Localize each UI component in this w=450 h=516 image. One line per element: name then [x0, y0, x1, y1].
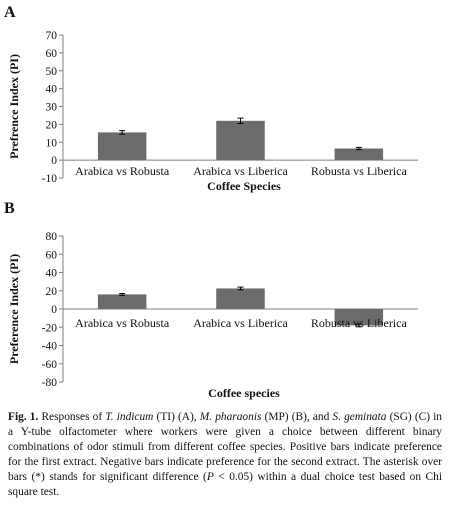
bar — [97, 294, 147, 309]
bar — [334, 309, 384, 326]
y-tick-label: 40 — [46, 268, 58, 280]
y-tick-label: 40 — [46, 84, 58, 96]
y-axis-label: Preference Index (PI) — [7, 254, 21, 364]
caption-text-3: (MP) (B), and — [261, 411, 333, 423]
x-category-label: Robusta vs Liberica — [311, 164, 408, 178]
y-tick-label: 60 — [46, 48, 58, 60]
caption-species-1: T. indicum — [105, 411, 154, 423]
caption-text-5: < 0.05) within a dual choice test based … — [8, 471, 442, 498]
y-tick-label: 0 — [51, 304, 57, 316]
y-tick-label: 30 — [46, 102, 58, 114]
x-axis-label: Coffee species — [208, 386, 280, 400]
x-category-label: Arabica vs Liberica — [193, 316, 288, 330]
y-axis-label: Prefrence Index (PI) — [7, 54, 21, 159]
caption-text-2: (TI) (A), — [153, 411, 200, 423]
y-tick-label: -20 — [42, 322, 58, 334]
caption-text-1: Responses of — [41, 411, 106, 423]
y-tick-label: 20 — [46, 286, 58, 298]
bar — [334, 148, 384, 161]
y-tick-label: -40 — [42, 341, 58, 353]
panel-label: B — [4, 200, 15, 217]
caption-species-2: M. pharaonis — [199, 411, 262, 423]
x-category-label: Arabica vs Robusta — [75, 316, 170, 330]
panel-label: A — [4, 4, 16, 21]
x-axis-label: Coffee Species — [207, 179, 281, 193]
bar — [216, 120, 265, 161]
y-tick-label: -10 — [42, 173, 58, 185]
y-tick-label: 80 — [46, 231, 58, 243]
figure-label: Fig. 1. — [8, 411, 39, 423]
y-tick-label: -60 — [42, 359, 58, 371]
caption-species-3: S. geminata — [332, 411, 387, 423]
chart-b: B 80 60 40 20 0 -20 -40 -60 -80 Preference Index (… — [4, 200, 418, 400]
x-category-label: Arabica vs Robusta — [75, 164, 170, 178]
x-category-label: Robusta vs Liberica — [311, 316, 408, 330]
caption-text-4: (SG) (C) in a Y-tube olfactometer where … — [8, 411, 442, 483]
y-tick-label: 50 — [46, 66, 58, 78]
x-category-label: Arabica vs Liberica — [193, 164, 288, 178]
y-tick-label: -80 — [42, 377, 58, 389]
figure-caption: Fig. 1. Responses of T. indicum (TI) (A)… — [8, 410, 442, 500]
bar — [216, 288, 265, 309]
chart-a: A 70 60 50 40 30 20 10 0 -10 Prefrence Index (PI) A… — [4, 4, 418, 193]
y-tick-label: 0 — [51, 155, 57, 167]
y-tick-label: 70 — [46, 30, 58, 42]
y-tick-label: 20 — [46, 119, 58, 131]
caption-p-symbol: P — [206, 471, 214, 483]
y-tick-label: 10 — [46, 137, 58, 149]
bar — [97, 132, 147, 161]
y-tick-label: 60 — [46, 249, 58, 261]
